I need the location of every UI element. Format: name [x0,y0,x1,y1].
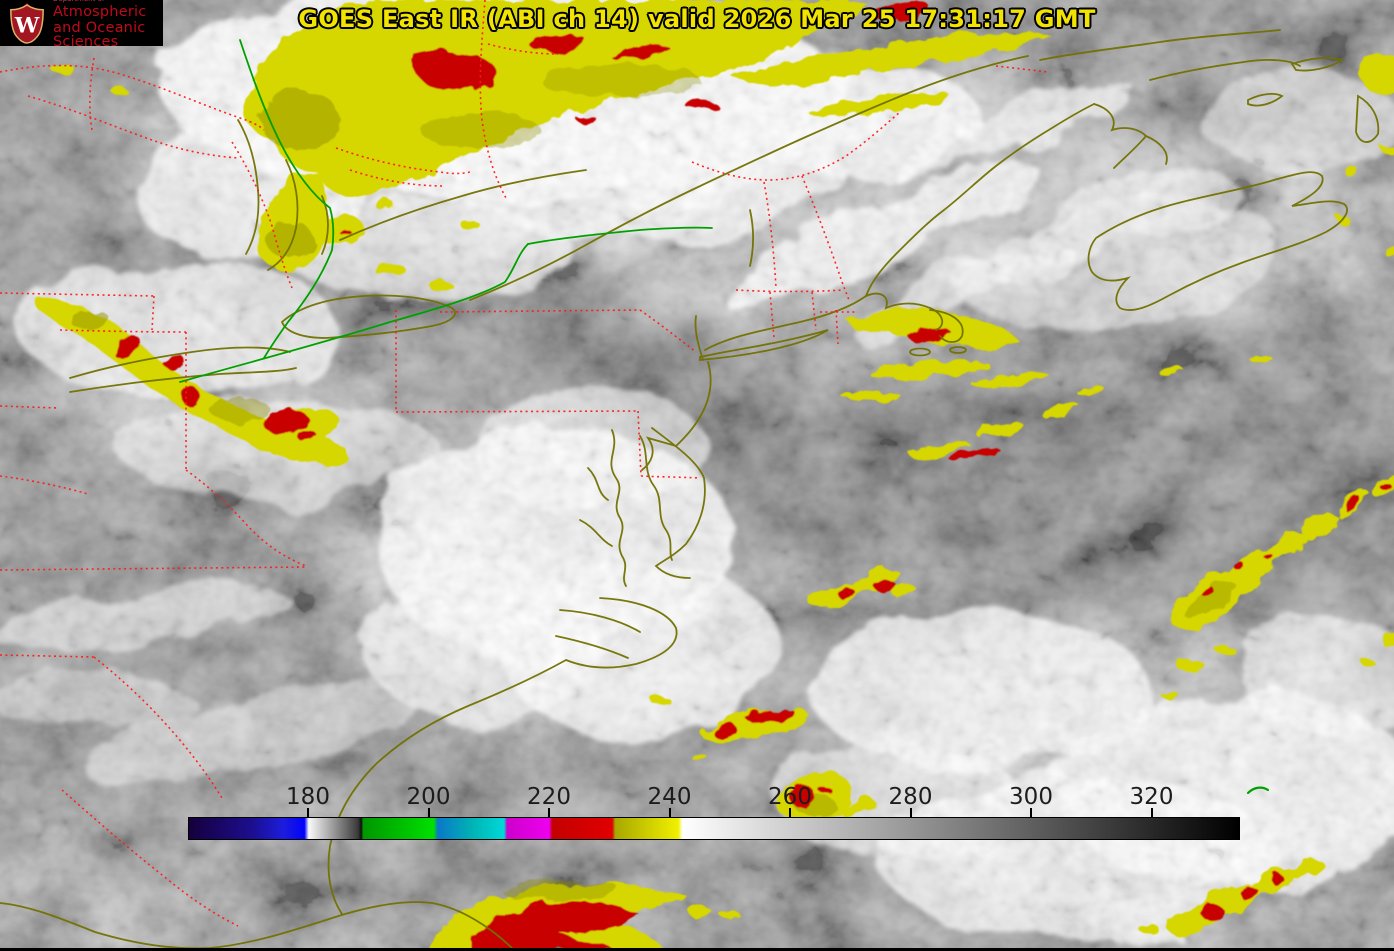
colorbar-tick [307,808,309,817]
colorbar-tick [789,808,791,817]
logo-dept-small: Department of [53,0,163,3]
colorbar-gradient [188,817,1240,840]
colorbar-tick [427,808,430,817]
state-border-overlay [0,0,1049,927]
colorbar-tick-label: 300 [1009,784,1053,810]
colorbar-tick-label: 280 [888,784,933,810]
svg-text:W: W [14,13,40,39]
colorbar-tick-label: 220 [527,784,571,810]
uw-aos-logo: W Department of Atmospheric and Oceanic … [0,0,163,50]
colorbar-tick [1030,808,1032,817]
image-title: GOES East IR (ABI ch 14) valid 2026 Mar … [298,5,1096,33]
colorbar-tick [668,808,671,817]
international-border-overlay [179,39,1270,795]
colorbar-tick-label: 260 [768,784,812,810]
colorbar-tick [548,808,550,817]
colorbar-tick [1150,808,1153,817]
colorbar-tick-label: 200 [406,784,451,810]
colorbar-tick-label: 320 [1129,784,1174,810]
logo-line2: and Oceanic Sciences [53,19,146,51]
enhanced-cold-clouds-layer [36,0,1394,951]
colorbar-tick-label: 240 [647,784,692,810]
uw-crest-icon: W [10,3,44,44]
colorbar-tick [909,808,912,817]
colorbar-tick-label: 180 [286,784,330,810]
logo-line1: Atmospheric [53,4,147,21]
bottom-frame-bar [0,948,1394,951]
